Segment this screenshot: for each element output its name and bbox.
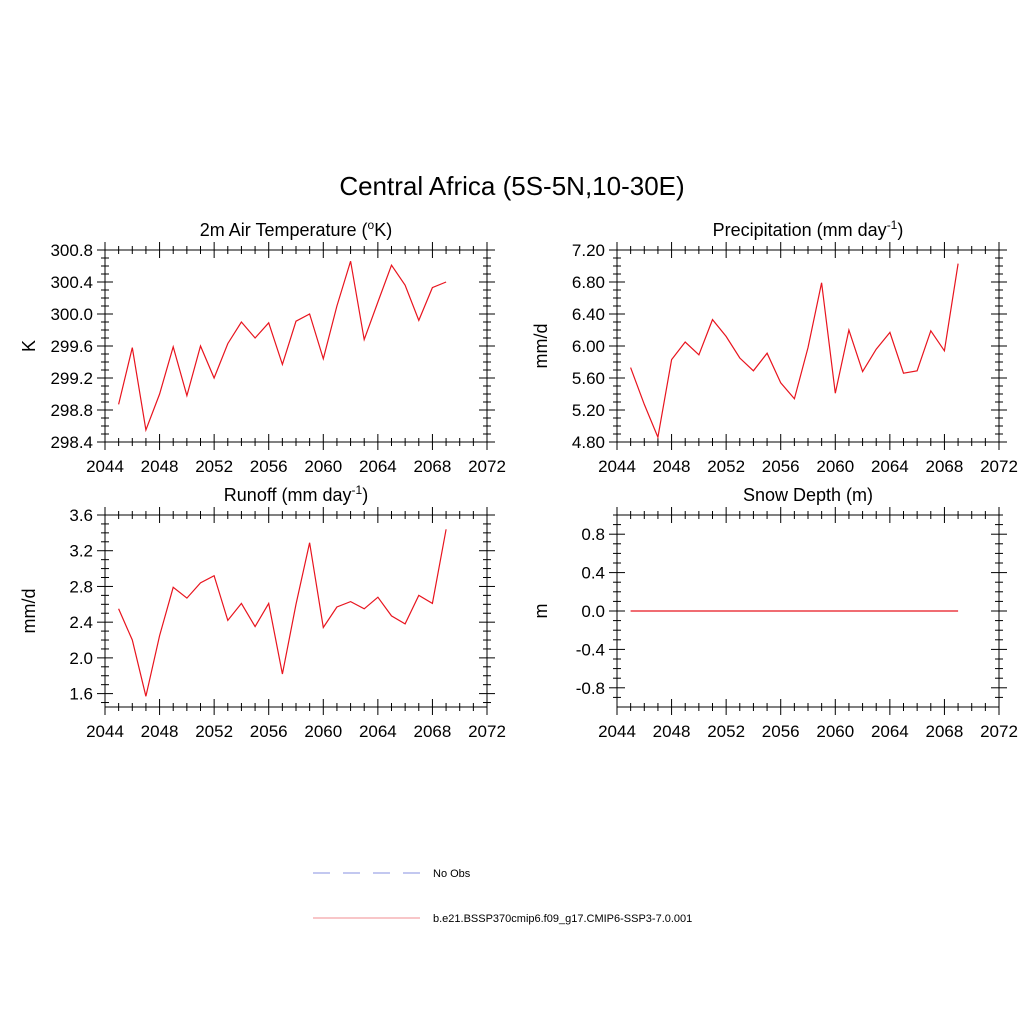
legend-label-2: b.e21.BSSP370cmip6.f09_g17.CMIP6-SSP3-7.… <box>433 913 692 925</box>
y-tick-label: 6.40 <box>572 305 605 324</box>
x-tick-label: 2056 <box>762 457 800 476</box>
y-tick-label: 299.6 <box>50 337 93 356</box>
x-tick-label: 2044 <box>598 722 636 741</box>
panels: 2m Air Temperature (oK) K 2044 2048 2052 2056… <box>19 218 1018 741</box>
x-tick-label: 2048 <box>141 722 179 741</box>
y-tick-label: 2.8 <box>69 577 93 596</box>
x-tick-label: 2060 <box>816 722 854 741</box>
panel-title-tail: ) <box>897 220 903 240</box>
panel-title: Precipitation (mm day-1) <box>713 218 904 240</box>
x-tick-label: 2064 <box>359 457 397 476</box>
y-tick-label: 300.4 <box>50 273 93 292</box>
legend-label-1: No Obs <box>433 868 471 880</box>
x-tick-label: 2052 <box>707 722 745 741</box>
y-tick-label: -0.4 <box>576 640 605 659</box>
panel-title: Snow Depth (m) <box>743 485 873 505</box>
panel-1: 2m Air Temperature (oK) K 2044 2048 2052 2056… <box>19 218 506 476</box>
series-line <box>118 529 447 697</box>
x-tick-label: 2044 <box>86 722 124 741</box>
x-tick-label: 2060 <box>304 722 342 741</box>
x-tick-label: 2056 <box>250 457 288 476</box>
x-tick-label: 2072 <box>468 722 506 741</box>
panel-title-tail: ) <box>362 485 368 505</box>
y-tick-label: 0.0 <box>581 602 605 621</box>
y-axis-label: mm/d <box>531 324 551 369</box>
y-axis-label: K <box>19 340 39 352</box>
x-tick-label: 2068 <box>414 722 452 741</box>
y-tick-label: 6.80 <box>572 273 605 292</box>
y-tick-label: 7.20 <box>572 241 605 260</box>
y-tick-label: 300.8 <box>50 241 93 260</box>
x-tick-label: 2044 <box>598 457 636 476</box>
x-tick-label: 2052 <box>195 722 233 741</box>
x-tick-label: 2044 <box>86 457 124 476</box>
panel-title-main: 2m Air Temperature ( <box>200 220 368 240</box>
panel-title-sup: -1 <box>887 218 898 232</box>
y-tick-label: -0.8 <box>576 679 605 698</box>
y-tick-label: 0.4 <box>581 564 605 583</box>
plot-frame <box>104 514 488 708</box>
y-tick-label: 6.00 <box>572 337 605 356</box>
y-tick-label: 3.2 <box>69 542 93 561</box>
y-tick-label: 300.0 <box>50 305 93 324</box>
y-tick-label: 298.4 <box>50 433 93 452</box>
y-tick-label: 298.8 <box>50 401 93 420</box>
y-tick-label: 299.2 <box>50 369 93 388</box>
x-tick-label: 2048 <box>653 722 691 741</box>
panel-title: Runoff (mm day-1) <box>224 483 368 505</box>
figure-title: Central Africa (5S-5N,10-30E) <box>339 171 684 201</box>
x-tick-label: 2072 <box>980 457 1018 476</box>
legend: No Obs b.e21.BSSP370cmip6.f09_g17.CMIP6-S… <box>313 868 692 925</box>
panel-title-sup: -1 <box>352 483 363 497</box>
y-axis-label: m <box>531 604 551 619</box>
panel-title-main: Precipitation (mm day <box>713 220 887 240</box>
x-tick-label: 2064 <box>871 722 909 741</box>
panel-2: Precipitation (mm day-1) mm/d 2044 2048 2052… <box>531 218 1018 476</box>
x-tick-label: 2072 <box>980 722 1018 741</box>
x-tick-label: 2048 <box>141 457 179 476</box>
series-line <box>118 261 447 433</box>
y-tick-label: 0.8 <box>581 525 605 544</box>
x-tick-label: 2068 <box>414 457 452 476</box>
y-tick-label: 5.20 <box>572 401 605 420</box>
panel-title-main: Runoff (mm day <box>224 485 352 505</box>
x-tick-label: 2068 <box>926 722 964 741</box>
x-tick-label: 2056 <box>250 722 288 741</box>
x-tick-label: 2064 <box>871 457 909 476</box>
x-tick-label: 2064 <box>359 722 397 741</box>
y-tick-label: 1.6 <box>69 685 93 704</box>
x-tick-label: 2052 <box>195 457 233 476</box>
panel-title-tail: K) <box>374 220 392 240</box>
y-tick-label: 3.6 <box>69 506 93 525</box>
panel-title-sup: o <box>368 218 375 232</box>
panel-title: 2m Air Temperature (oK) <box>200 218 392 240</box>
y-axis-label: mm/d <box>19 589 39 634</box>
y-tick-label: 5.60 <box>572 369 605 388</box>
y-tick-label: 2.4 <box>69 613 93 632</box>
panel-4: Snow Depth (m) m 2044 2048 2052 2056 2060 2064 2… <box>531 485 1018 741</box>
y-tick-label: 4.80 <box>572 433 605 452</box>
y-tick-label: 2.0 <box>69 649 93 668</box>
panel-3: Runoff (mm day-1) mm/d 2044 2048 2052 2056 206… <box>19 483 506 741</box>
series-line <box>630 263 959 440</box>
x-tick-label: 2068 <box>926 457 964 476</box>
x-tick-label: 2060 <box>304 457 342 476</box>
x-tick-label: 2048 <box>653 457 691 476</box>
x-tick-label: 2072 <box>468 457 506 476</box>
x-tick-label: 2056 <box>762 722 800 741</box>
x-tick-label: 2052 <box>707 457 745 476</box>
panel-title-main: Snow Depth (m) <box>743 485 873 505</box>
x-tick-label: 2060 <box>816 457 854 476</box>
plot-frame <box>104 249 488 443</box>
